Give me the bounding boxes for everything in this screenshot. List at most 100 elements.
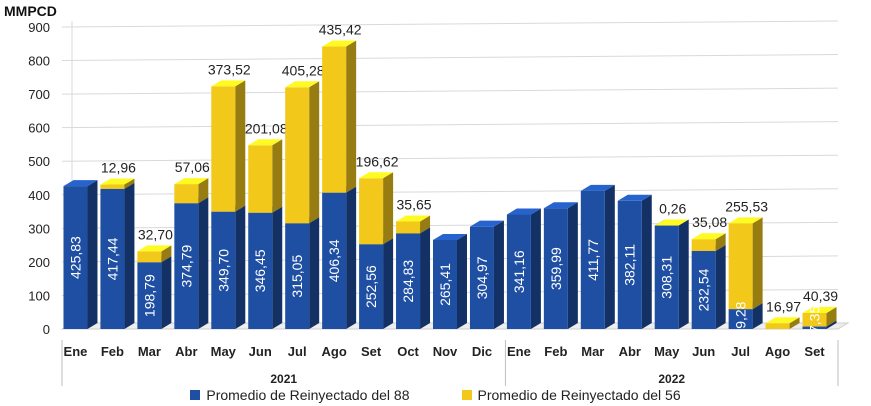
x-tick-label: Ene — [64, 344, 88, 359]
y-axis-title: MMPCD — [4, 3, 57, 19]
data-label-reinyectado-88: 59,28 — [733, 301, 749, 336]
bar-side-reinyectado-56 — [272, 139, 283, 213]
bar-top-reinyectado-56 — [691, 233, 726, 240]
x-tick-label: May — [654, 344, 680, 359]
bar-reinyectado-88 — [506, 214, 531, 329]
bars: 425,83 417,44 12,96 198,79 32,70 374,79 57,06 3… — [63, 22, 838, 337]
bar-side-reinyectado-88 — [235, 205, 246, 329]
data-label-reinyectado-88: 374,79 — [178, 244, 194, 287]
bar-reinyectado-88 — [396, 233, 421, 329]
data-label-reinyectado-88: 341,16 — [511, 250, 527, 293]
bar-side-reinyectado-56 — [161, 245, 172, 263]
bar-top-reinyectado-88 — [469, 220, 504, 227]
bar-top-reinyectado-56 — [211, 80, 246, 87]
y-tick-label: 800 — [28, 54, 50, 69]
bar-side-reinyectado-88 — [567, 202, 578, 329]
bar-reinyectado-88 — [469, 226, 494, 329]
data-label-reinyectado-88: 308,31 — [659, 256, 675, 299]
bar-reinyectado-88 — [802, 326, 827, 329]
bar-side-reinyectado-88 — [420, 227, 431, 329]
bar-top-reinyectado-88 — [63, 180, 98, 187]
bar-side-reinyectado-88 — [383, 238, 394, 329]
data-label-reinyectado-88: 198,79 — [141, 274, 157, 317]
bar-side-reinyectado-88 — [530, 208, 541, 329]
bar-side-reinyectado-88 — [604, 184, 615, 329]
bar-top-reinyectado-56 — [654, 219, 689, 226]
data-label-reinyectado-88: 304,97 — [474, 256, 490, 299]
bar-reinyectado-56 — [802, 312, 827, 327]
bar-reinyectado-88 — [63, 186, 88, 329]
bar-top-reinyectado-88 — [580, 184, 615, 191]
y-tick-label: 0 — [43, 322, 50, 337]
x-tick-label: Set — [361, 344, 382, 359]
data-label-reinyectado-88: 252,56 — [363, 265, 379, 308]
bar-side-reinyectado-88 — [161, 256, 172, 329]
bar-side-reinyectado-56 — [346, 40, 357, 193]
y-tick-label: 600 — [28, 121, 50, 136]
y-axis: 0 100 200 300 400 500 600 700 800 900 — [28, 20, 50, 337]
bar-reinyectado-56 — [765, 323, 790, 329]
data-label-reinyectado-88: 411,77 — [585, 239, 601, 281]
bar-top-reinyectado-88 — [433, 233, 467, 240]
data-label-reinyectado-56: 196,62 — [356, 153, 399, 169]
y-tick-label: 900 — [28, 20, 50, 35]
y-tick-label: 300 — [28, 221, 50, 236]
x-tick-label: Abr — [175, 344, 197, 359]
bar-side-reinyectado-88 — [87, 180, 98, 329]
bar-reinyectado-56 — [728, 223, 753, 310]
bar-side-reinyectado-56 — [235, 80, 246, 212]
bar-side-reinyectado-56 — [124, 178, 135, 189]
bar-side-reinyectado-88 — [752, 303, 763, 329]
data-label-reinyectado-88: 265,41 — [437, 263, 453, 306]
group-label: 2022 — [658, 372, 685, 386]
data-label-reinyectado-56: 16,97 — [766, 298, 801, 314]
bar-side-reinyectado-88 — [715, 244, 726, 329]
bar-side-reinyectado-88 — [457, 233, 467, 329]
bar-reinyectado-88 — [617, 200, 642, 329]
bar-top-reinyectado-88 — [506, 208, 541, 215]
bar-reinyectado-56 — [174, 184, 199, 204]
data-label-reinyectado-56: 373,52 — [208, 61, 251, 77]
bar-reinyectado-88 — [543, 208, 568, 329]
x-tick-label: Mar — [138, 344, 161, 359]
data-label-reinyectado-88: 315,05 — [289, 255, 305, 298]
x-tick-label: Mar — [581, 344, 604, 359]
data-label-reinyectado-56: 32,70 — [138, 226, 173, 242]
x-axis: Ene Feb Mar Abr May Jun Jul Ago Set Oct Nov Dic Ene F… — [61, 340, 839, 386]
legend-label-series-56: Promedio de Reinyectado del 56 — [477, 387, 681, 403]
x-tick-label: Ene — [507, 344, 531, 359]
bar-reinyectado-88 — [728, 309, 753, 329]
bar-top-reinyectado-56 — [802, 306, 837, 313]
data-label-reinyectado-56: 35,08 — [692, 214, 727, 230]
x-tick-label: Jul — [288, 344, 307, 359]
x-tick-label: Jun — [249, 344, 272, 359]
bar-reinyectado-56 — [691, 239, 716, 251]
y-tick-label: 400 — [28, 188, 50, 203]
legend-label-series-88: Promedio de Reinyectado del 88 — [206, 387, 410, 403]
legend-swatch-blue — [190, 390, 201, 400]
bar-side-reinyectado-88 — [272, 206, 283, 329]
bar-side-reinyectado-56 — [752, 217, 763, 310]
bar-reinyectado-88 — [322, 192, 347, 329]
bar-side-reinyectado-88 — [641, 194, 652, 329]
x-tick-label: Ago — [322, 344, 347, 359]
bar-top-reinyectado-88 — [617, 194, 652, 201]
bar-top-reinyectado-56 — [765, 317, 800, 324]
bar-top-reinyectado-56 — [359, 172, 394, 179]
bar-side-reinyectado-88 — [309, 217, 320, 329]
bar-side-reinyectado-88 — [124, 182, 135, 329]
x-tick-label: Feb — [544, 344, 567, 359]
data-label-reinyectado-88: 284,83 — [400, 260, 416, 303]
x-tick-label: Oct — [397, 344, 419, 359]
bar-reinyectado-88 — [174, 203, 199, 329]
bar-top-reinyectado-56 — [285, 81, 320, 88]
bar-side-reinyectado-56 — [789, 317, 800, 329]
data-label-reinyectado-88: 232,54 — [696, 268, 712, 311]
bar-top-reinyectado-56 — [322, 40, 357, 47]
legend-item-series-88: Promedio de Reinyectado del 88 — [190, 386, 410, 404]
x-tick-label: Ago — [765, 344, 790, 359]
bar-reinyectado-56 — [396, 221, 421, 234]
y-tick-label: 200 — [28, 255, 50, 270]
data-label-reinyectado-56: 12,96 — [101, 160, 136, 176]
